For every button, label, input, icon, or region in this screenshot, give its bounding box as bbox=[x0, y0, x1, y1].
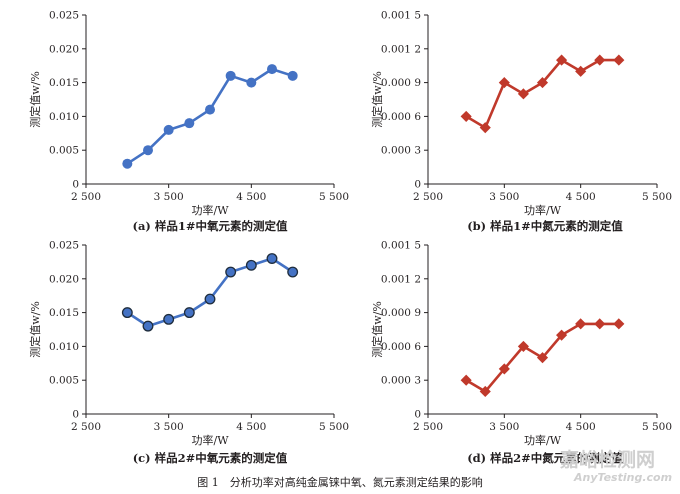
panel-caption: (a) 样品1#中氧元素的测定值 bbox=[133, 219, 288, 233]
chart-panel-d: 0 0.000 3 0.000 6 0.000 9 0.001 2 0.001 5 2 50… bbox=[370, 240, 672, 466]
data-point bbox=[479, 122, 491, 134]
data-point bbox=[184, 118, 195, 129]
data-point bbox=[163, 313, 175, 325]
y-tick-label: 0.000 6 bbox=[381, 341, 421, 353]
data-point bbox=[225, 266, 237, 278]
y-axis-label: 测定值w/% bbox=[28, 301, 42, 358]
x-axis-label: 功率/W bbox=[191, 203, 229, 217]
x-axis-label: 功率/W bbox=[191, 433, 229, 447]
y-tick-label: 0.020 bbox=[49, 273, 79, 285]
y-tick-label: 0.001 5 bbox=[381, 240, 421, 252]
panel-caption: (d) 样品2#中氮元素的测定值 bbox=[467, 451, 623, 465]
y-tick-label: 0.001 5 bbox=[381, 10, 421, 22]
y-axis-label: 测定值w/% bbox=[370, 71, 384, 128]
data-point bbox=[142, 320, 154, 332]
y-tick-label: 0.015 bbox=[49, 307, 79, 319]
data-point bbox=[460, 374, 472, 386]
y-tick-label: 0.000 3 bbox=[381, 375, 421, 387]
data-point bbox=[594, 318, 606, 330]
data-point bbox=[575, 318, 587, 330]
data-point bbox=[205, 104, 215, 115]
data-point bbox=[536, 352, 549, 364]
figure-caption: 图 1 分析功率对高纯金属铼中氧、氮元素测定结果的影响 bbox=[197, 475, 483, 489]
x-tick-label: 5 500 bbox=[642, 421, 672, 433]
data-point bbox=[183, 307, 195, 319]
data-point bbox=[498, 77, 510, 89]
y-tick-label: 0.025 bbox=[49, 10, 79, 22]
data-point bbox=[266, 253, 278, 264]
data-point bbox=[594, 54, 606, 66]
y-tick-label: 0 bbox=[414, 179, 421, 191]
y-tick-label: 0.000 9 bbox=[381, 307, 421, 319]
data-point bbox=[122, 158, 133, 169]
watermark-subtext: AnyTesting.com bbox=[573, 471, 672, 484]
data-point bbox=[479, 385, 491, 398]
y-tick-label: 0 bbox=[72, 179, 79, 191]
data-point bbox=[498, 363, 510, 375]
x-tick-label: 4 500 bbox=[236, 421, 266, 433]
y-axis-label: 测定值w/% bbox=[370, 301, 384, 358]
y-tick-label: 0.005 bbox=[49, 375, 79, 387]
y-tick-label: 0 bbox=[414, 409, 421, 421]
data-point bbox=[204, 293, 216, 305]
panel-caption: (c) 样品2#中氧元素的测定值 bbox=[133, 451, 288, 465]
data-point bbox=[246, 77, 257, 88]
x-tick-label: 5 500 bbox=[642, 191, 672, 203]
data-point bbox=[143, 145, 153, 156]
x-tick-label: 4 500 bbox=[236, 191, 266, 203]
data-point bbox=[287, 70, 298, 81]
y-tick-label: 0.020 bbox=[49, 43, 79, 55]
y-tick-label: 0 bbox=[72, 409, 79, 421]
y-axis-label: 测定值w/% bbox=[28, 71, 42, 128]
data-point bbox=[287, 266, 299, 278]
x-tick-label: 5 500 bbox=[319, 421, 349, 433]
x-tick-label: 5 500 bbox=[319, 191, 349, 203]
data-point bbox=[163, 124, 174, 135]
series-line bbox=[126, 257, 294, 328]
data-point bbox=[536, 77, 549, 89]
data-point bbox=[225, 70, 236, 81]
y-tick-label: 0.005 bbox=[49, 145, 79, 157]
data-point bbox=[556, 54, 568, 66]
y-tick-label: 0.010 bbox=[49, 111, 79, 123]
data-point bbox=[460, 110, 472, 122]
chart-panel-c: 0 0.005 0.010 0.015 0.020 0.025 2 500 3 500 4 50… bbox=[28, 240, 349, 466]
x-tick-label: 3 500 bbox=[489, 191, 519, 203]
data-point bbox=[517, 88, 529, 100]
data-point bbox=[121, 307, 133, 319]
x-axis-label: 功率/W bbox=[524, 433, 562, 447]
chart-panel-a: 0 0.005 0.010 0.015 0.020 0.025 2 500 3 500 4 50… bbox=[28, 10, 349, 234]
data-point bbox=[613, 318, 625, 330]
data-point bbox=[245, 259, 257, 271]
watermark-text: 嘉峪检测网 bbox=[559, 448, 655, 471]
chart-panel-b: 0 0.000 3 0.000 6 0.000 9 0.001 2 0.001 5 2 50… bbox=[370, 10, 672, 234]
panel-caption: (b) 样品1#中氮元素的测定值 bbox=[467, 219, 623, 233]
y-tick-label: 0.015 bbox=[49, 77, 79, 89]
y-tick-label: 0.025 bbox=[49, 240, 79, 252]
x-tick-label: 3 500 bbox=[154, 421, 184, 433]
data-point bbox=[575, 65, 587, 77]
x-tick-label: 3 500 bbox=[489, 421, 519, 433]
data-point bbox=[613, 54, 625, 66]
data-point bbox=[267, 64, 277, 75]
data-point bbox=[517, 340, 529, 352]
x-tick-label: 4 500 bbox=[566, 191, 596, 203]
x-tick-label: 2 500 bbox=[413, 191, 443, 203]
x-tick-label: 3 500 bbox=[154, 191, 184, 203]
data-point bbox=[556, 329, 568, 341]
y-tick-label: 0.001 2 bbox=[381, 43, 421, 55]
y-tick-label: 0.001 2 bbox=[381, 273, 421, 285]
x-tick-label: 2 500 bbox=[71, 191, 101, 203]
y-tick-label: 0.010 bbox=[49, 341, 79, 353]
x-axis-label: 功率/W bbox=[524, 203, 562, 217]
x-tick-label: 2 500 bbox=[413, 421, 443, 433]
y-tick-label: 0.000 6 bbox=[381, 111, 421, 123]
y-tick-label: 0.000 9 bbox=[381, 77, 421, 89]
x-tick-label: 2 500 bbox=[71, 421, 101, 433]
y-tick-label: 0.000 3 bbox=[381, 145, 421, 157]
series-line bbox=[465, 58, 619, 129]
x-tick-label: 4 500 bbox=[566, 421, 596, 433]
